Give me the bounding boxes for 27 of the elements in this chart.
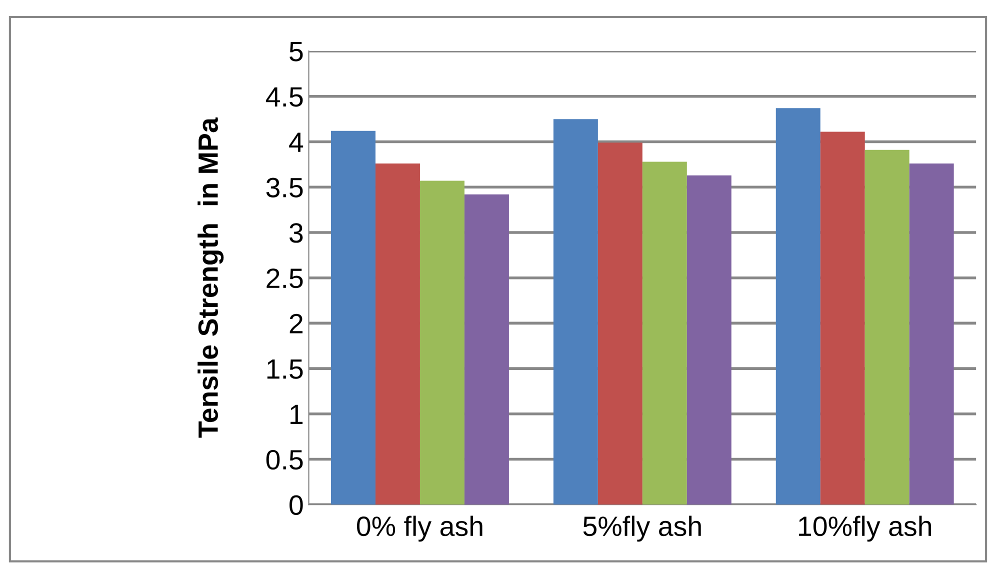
y-tick-label: 4 — [289, 132, 304, 152]
bar — [820, 132, 865, 505]
y-tick-label: 4.5 — [266, 87, 303, 107]
bar — [864, 150, 910, 505]
y-tick-label: 1 — [290, 404, 303, 424]
y-tick-label: 2.5 — [266, 268, 303, 288]
x-tick-label: 0% fly ash — [356, 516, 482, 542]
y-tick-label: 3.5 — [266, 178, 303, 198]
bar — [420, 180, 464, 505]
y-tick-label: 5 — [290, 42, 303, 62]
x-tick-label: 10%fly ash — [799, 516, 931, 542]
bar — [464, 194, 509, 505]
y-tick-label: 0 — [290, 495, 303, 515]
y-tick-label: 3 — [290, 223, 303, 243]
bar — [686, 175, 732, 505]
bar — [331, 130, 376, 505]
y-tick-label: 2 — [290, 314, 303, 334]
y-tick-label: 0.5 — [266, 450, 303, 470]
y-axis-title: Tensile Strength in MPa — [198, 117, 224, 438]
bar — [553, 119, 598, 505]
bar — [909, 164, 954, 505]
bar — [375, 164, 420, 505]
bar — [598, 142, 642, 505]
bar — [642, 162, 687, 505]
y-tick-label: 1.5 — [267, 360, 303, 379]
bar — [776, 108, 820, 505]
x-tick-label: 5%fly ash — [583, 516, 701, 542]
